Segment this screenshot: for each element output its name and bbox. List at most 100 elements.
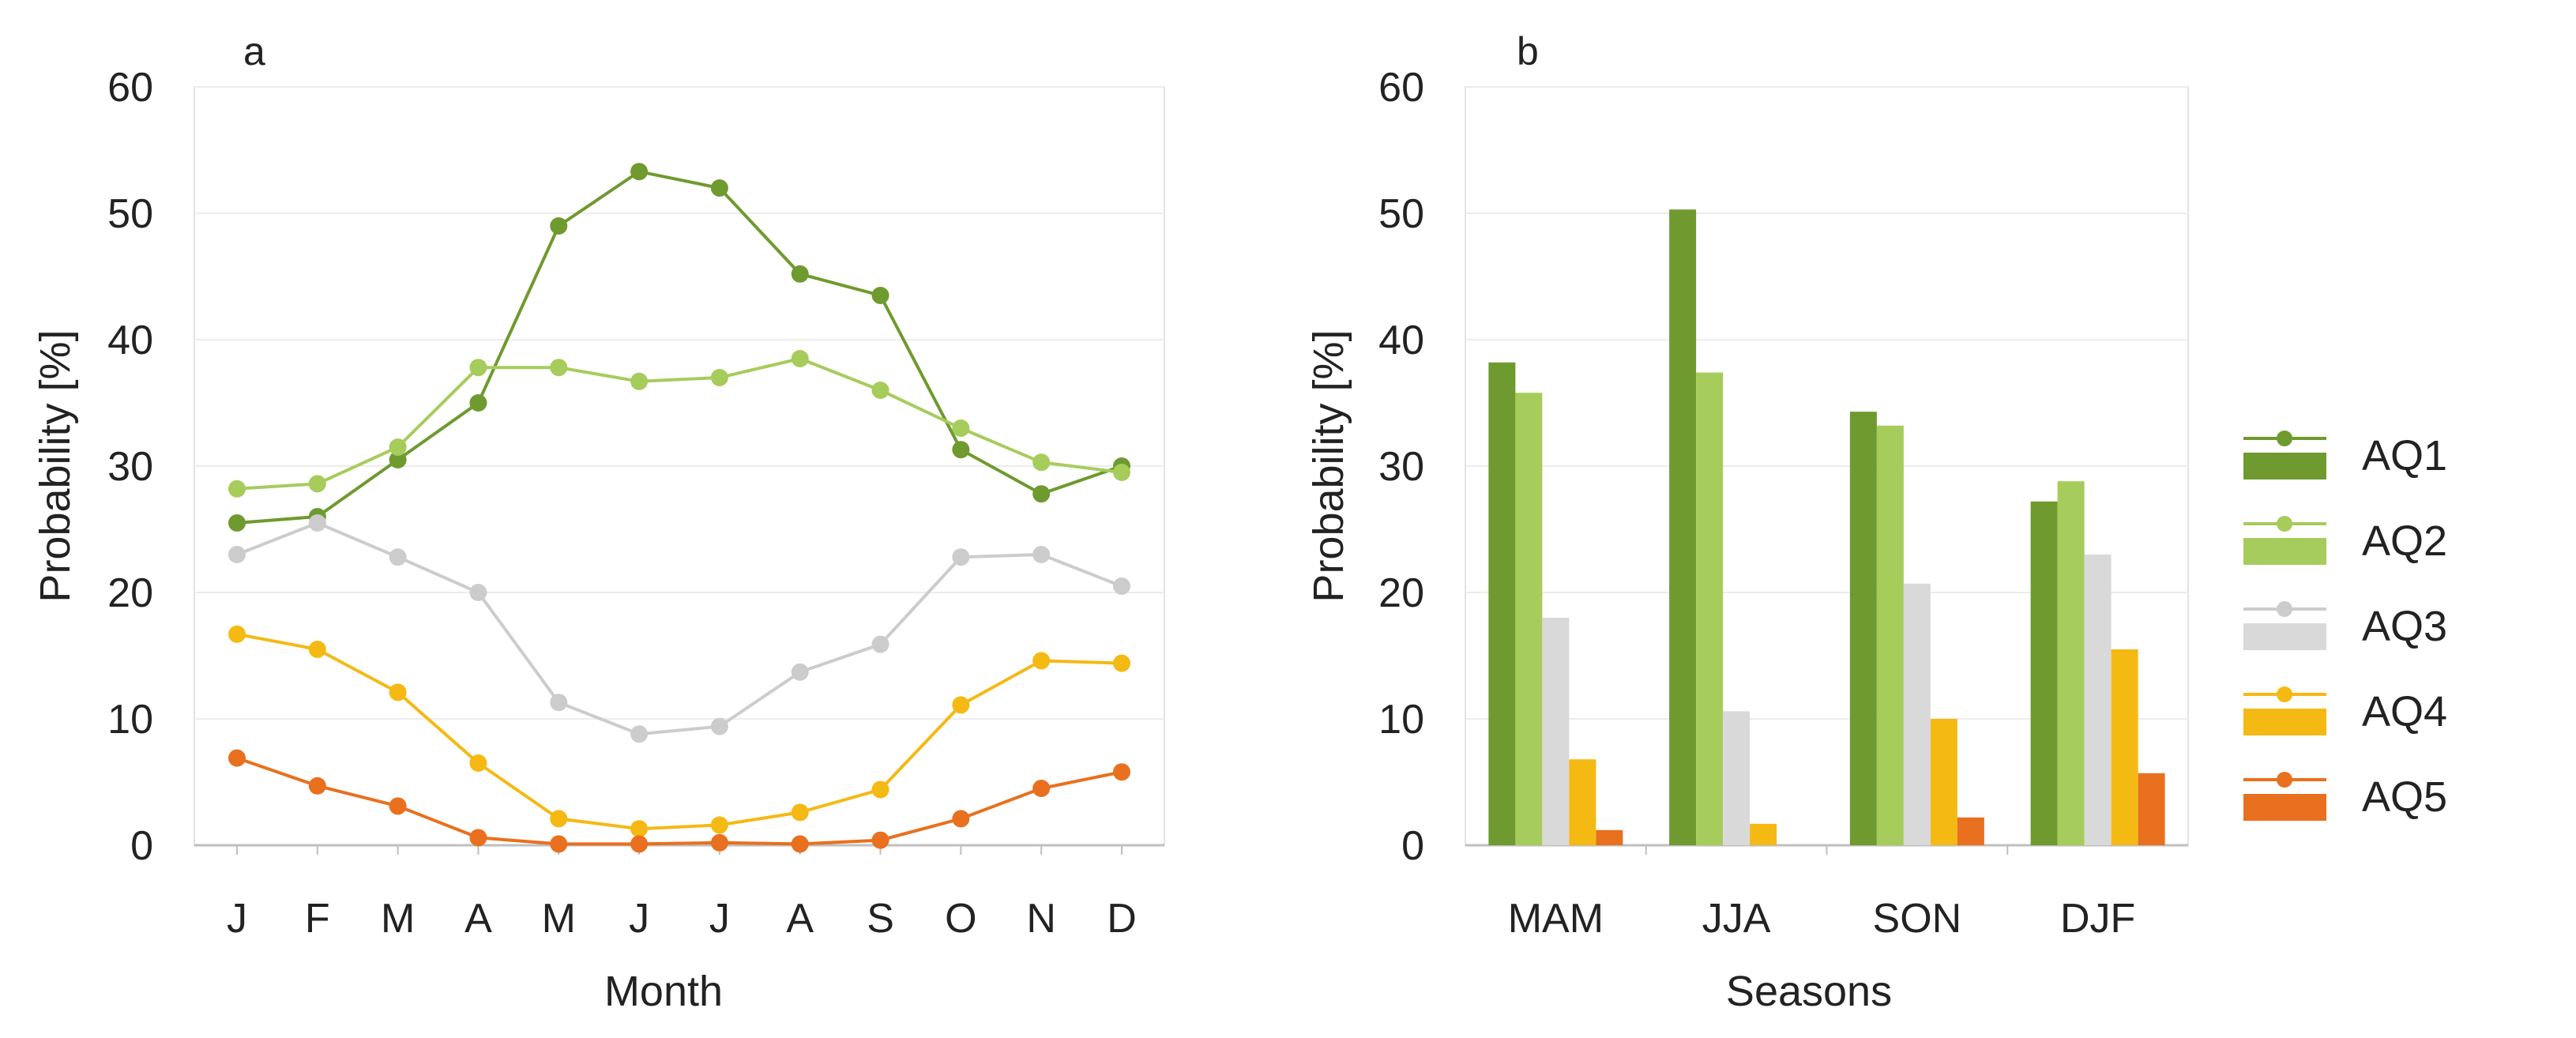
data-point-aq1 [710,179,728,197]
data-point-aq5 [871,831,889,849]
bar-aq3-djf [2084,555,2112,845]
legend-point-marker [2277,601,2292,617]
data-point-aq3 [469,584,487,601]
x-tick-label: N [1026,896,1056,942]
x-tick-label: O [945,896,976,942]
y-tick-label: 30 [1378,444,1424,490]
series-b [1488,209,2165,846]
data-point-aq2 [791,350,809,367]
bar-aq2-mam [1515,393,1543,845]
bar-aq1-jja [1669,209,1697,845]
panel-label-b: b [1517,29,1539,73]
data-point-aq3 [1113,577,1130,595]
x-tick-label: A [464,896,492,942]
data-point-aq2 [710,369,728,386]
y-tick-label: 50 [107,191,153,237]
data-point-aq1 [952,441,970,459]
data-point-aq2 [550,359,568,377]
data-point-aq3 [791,663,809,681]
x-tick-label: DJF [2060,896,2135,942]
bar-aq4-son [1930,719,1957,845]
bar-aq5-djf [2138,773,2165,845]
data-point-aq4 [1113,654,1130,672]
data-point-aq3 [550,694,568,712]
x-axis-title-a: Month [604,968,723,1015]
bar-aq1-son [1849,412,1877,845]
data-point-aq3 [710,717,728,735]
series-line-aq3 [236,521,1123,736]
y-tick-label: 10 [107,697,153,743]
y-tick-label: 30 [107,444,153,490]
panel-a-line-chart: 0 10 20 30 40 50 60 J F M A M J J A S O N D a Month Proba… [32,29,1165,1015]
data-point-aq2 [469,359,487,377]
series-line-aq1 [236,170,1123,525]
y-tick-label: 50 [1378,191,1424,237]
legend-bar-swatch [2243,453,2326,480]
legend-label: AQ2 [2362,517,2447,565]
data-point-aq1 [228,514,246,532]
data-point-aq5 [469,829,487,847]
data-point-aq5 [630,835,649,853]
y-axis-title-a: Probability [%] [32,329,79,602]
x-tick-label: MAM [1508,896,1604,942]
data-point-aq5 [308,777,326,795]
data-point-aq3 [871,635,889,653]
x-tick-label: J [629,896,649,942]
x-tick-label: M [542,896,576,942]
data-point-aq2 [952,419,970,437]
series-line-aq4 [236,632,1123,831]
legend-bar-swatch [2243,538,2326,565]
bar-aq2-djf [2057,481,2085,845]
data-point-aq1 [630,163,649,181]
legend-point-marker [2277,431,2292,446]
legend-bar-swatch [2243,709,2326,735]
y-tick-labels-a: 0 10 20 30 40 50 60 [107,65,153,869]
data-point-aq1 [550,217,568,235]
data-point-aq4 [389,683,407,701]
data-point-aq4 [469,754,487,772]
x-tick-label: SON [1873,896,1962,942]
y-tick-label: 0 [130,823,153,869]
data-point-aq2 [630,372,649,390]
data-point-aq3 [389,548,407,566]
y-tick-label: 40 [1378,318,1424,363]
series-a [228,163,1130,853]
y-tick-label: 60 [107,65,153,111]
x-tick-label: JJA [1702,896,1771,942]
data-point-aq4 [952,696,970,714]
data-point-aq1 [871,287,889,304]
x-tick-label: D [1107,896,1137,942]
y-tick-label: 60 [1378,65,1424,111]
bar-aq1-mam [1488,362,1516,845]
data-point-aq5 [1113,763,1130,781]
legend: AQ1 AQ2 AQ3 AQ4 AQ5 [2243,431,2447,821]
data-point-aq2 [1113,464,1130,481]
data-point-aq4 [871,780,889,799]
data-point-aq1 [389,451,407,468]
data-point-aq1 [1032,485,1051,503]
bar-aq5-son [1957,817,1984,845]
bar-aq3-mam [1542,618,1570,845]
bar-aq2-son [1876,425,1904,845]
data-point-aq2 [871,382,889,399]
data-point-aq5 [1032,780,1051,797]
bar-aq1-djf [2030,501,2058,845]
bar-aq5-mam [1596,829,1623,845]
data-point-aq3 [308,514,326,532]
data-point-aq2 [308,475,326,493]
x-tick-label: J [227,896,247,942]
x-tick-label: A [786,896,814,942]
data-point-aq4 [791,803,809,822]
y-tick-label: 10 [1378,697,1424,743]
data-point-aq5 [791,835,809,853]
data-point-aq3 [952,548,970,566]
series-line-aq5 [236,756,1123,846]
legend-label: AQ4 [2362,688,2447,735]
data-point-aq2 [228,480,246,498]
data-point-aq5 [389,797,407,815]
y-tick-label: 20 [1378,570,1424,616]
data-point-aq4 [228,625,246,643]
data-point-aq2 [1032,453,1051,472]
